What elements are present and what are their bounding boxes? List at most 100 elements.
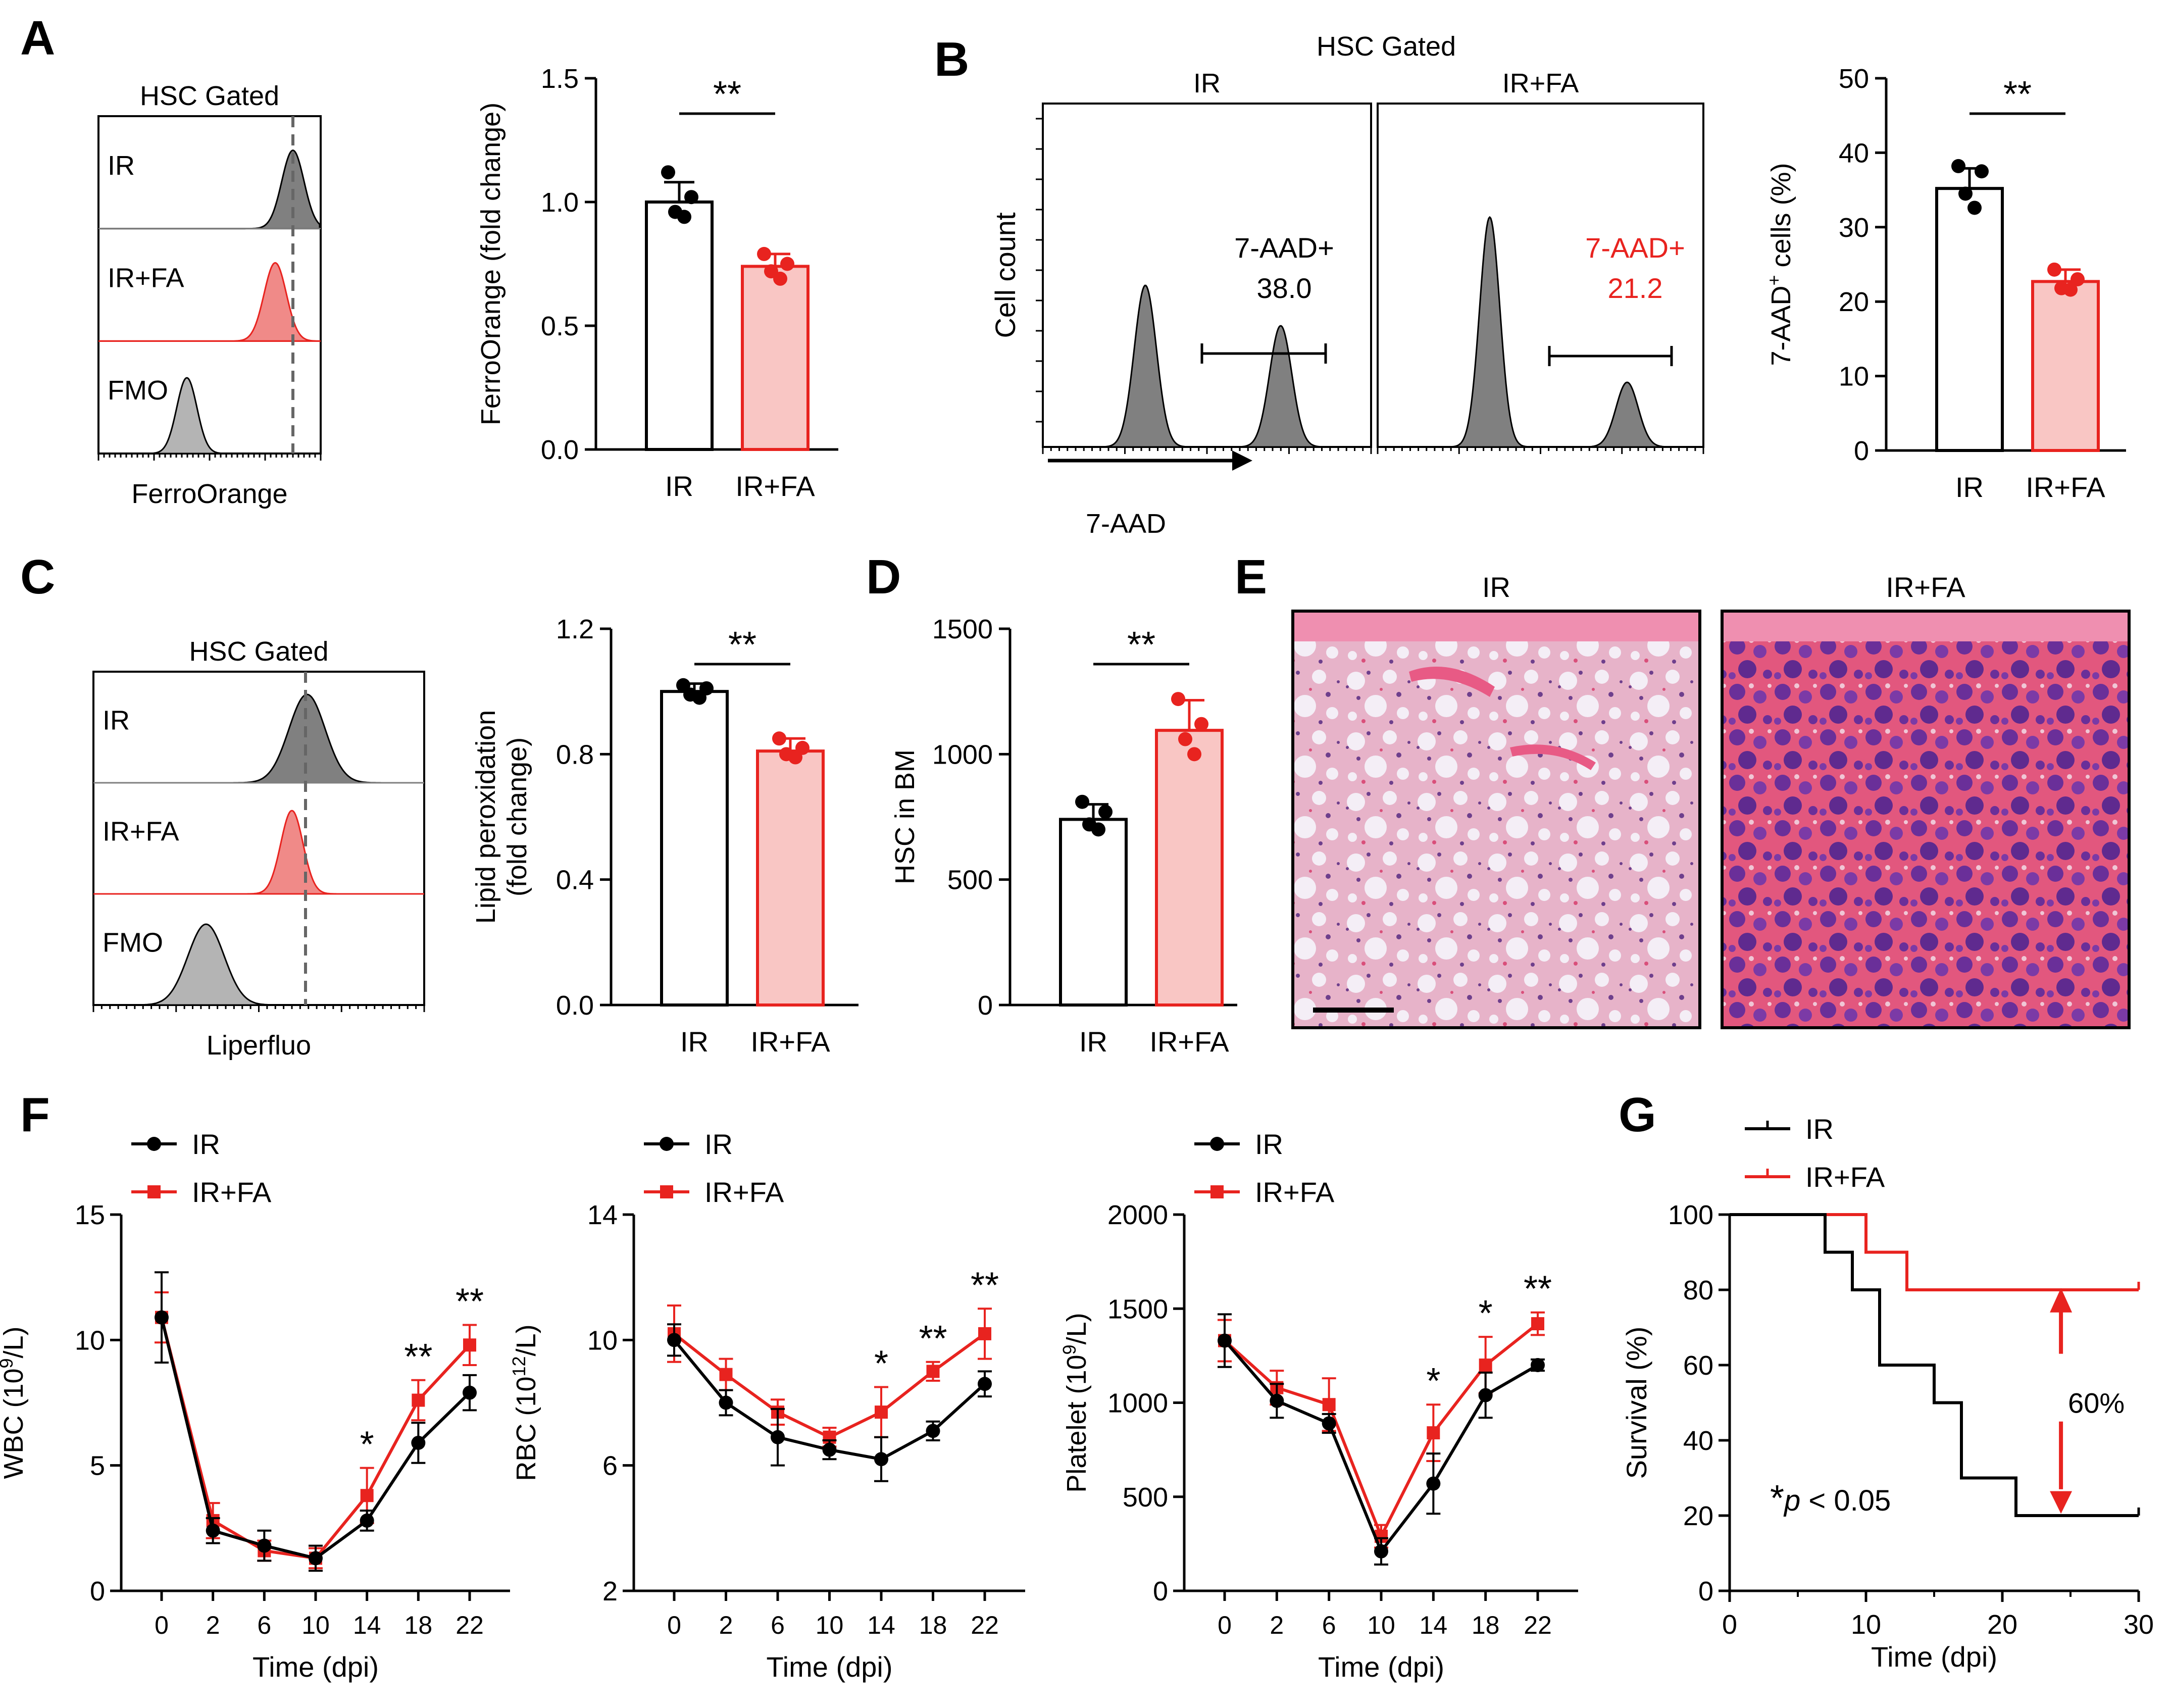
data-point-ir [1270,1393,1284,1408]
data-point [2063,282,2078,297]
histogram-ir [94,693,423,784]
y-tick-label: 1.0 [541,187,579,218]
y-tick-label: 1500 [932,614,993,644]
significance-label: ** [1127,625,1155,665]
histogram-ir-fa [1379,216,1702,448]
data-point-ir [1426,1476,1441,1491]
legend-marker [660,1137,674,1151]
y-tick-label: 0 [978,990,993,1021]
legend-label: IR [1255,1128,1283,1160]
bar-ir-fa [756,749,825,1007]
flow-frame [1042,103,1372,448]
x-axis-label: Time (dpi) [253,1651,379,1683]
y-tick-label: 15 [75,1200,105,1230]
data-point-ir [667,1333,681,1347]
data-point [677,210,691,224]
line-chart-F2: 2 6 10 14 0 2 6 10 14 18 22 Time (dpi) RBC (1012/L) *… [509,1128,1025,1683]
flow-row-label: FMO [103,927,163,958]
panel-label-B: B [934,32,969,86]
y-tick-label: 0.0 [556,990,594,1021]
x-tick-label: 22 [456,1611,484,1639]
bar-ir-fa [2031,280,2100,452]
series-line-ir-fa [1223,1322,1539,1540]
data-point-ir-fa [875,1405,888,1419]
gate-value-ir-fa: 21.2 [1608,272,1663,304]
y-tick-label: 0.4 [556,865,594,895]
data-point-ir [1478,1388,1493,1402]
y-axis-label: (fold change) [502,737,532,896]
y-tick-label: 1000 [932,739,993,770]
data-point [773,271,787,286]
y-tick-label: 0.8 [556,739,594,770]
y-tick-label: 20 [1683,1501,1713,1531]
bar-chart-C: 0.0 0.4 0.8 1.2 IR IR+FA ** Lipid peroxidation(… [471,614,859,1058]
panel-label-F: F [20,1088,50,1142]
y-tick-label: 6 [602,1451,618,1481]
data-point-ir-fa [412,1393,425,1407]
data-point-ir [1218,1333,1232,1348]
data-point-ir-fa [719,1368,733,1381]
difference-label: 60% [2068,1387,2125,1419]
y-tick-label: 20 [1839,287,1869,317]
histology-title: IR [1482,571,1510,603]
data-point-ir [978,1377,992,1391]
data-point [692,690,706,705]
legend-marker [147,1185,161,1198]
x-tick-label: 14 [1420,1611,1448,1639]
data-point [2071,272,2085,286]
x-tick-label: 30 [2124,1610,2154,1640]
x-tick-label: 0 [1218,1611,1232,1639]
data-point [1075,794,1089,809]
bar-ir-fa [741,265,810,451]
panel-label-E: E [1235,550,1267,604]
data-point-ir-fa [463,1338,476,1352]
p-value-label: *p < 0.05 [1770,1478,1891,1519]
y-tick-label: 60 [1683,1350,1713,1381]
bar-chart-A: 0.0 0.5 1.0 1.5 IR IR+FA ** FerroOrange (fold c… [476,64,838,502]
y-tick-label: 40 [1839,138,1869,168]
significance-label: ** [2003,74,2032,115]
legend-label: IR+FA [1255,1176,1335,1208]
histology-image-ir-fa [1722,611,2129,1028]
x-tick-label: 6 [771,1611,785,1639]
panel-label-B: B [934,32,969,86]
arrow-up-icon [2050,1288,2073,1313]
y-tick-label: 1.5 [541,64,579,94]
bar-chart-D: 0 500 1000 1500 IR IR+FA ** HSC in BM [890,614,1237,1058]
x-tick-label: 10 [816,1611,844,1639]
data-point-ir [411,1435,426,1450]
bar-chart-B: 0 10 20 30 40 50 IR IR+FA ** 7-AAD+ cells (%) [1763,64,2126,503]
data-point-ir [463,1385,477,1400]
y-tick-label: 1000 [1107,1388,1168,1419]
y-tick-label: 1500 [1107,1294,1168,1324]
x-axis-label: Time (dpi) [767,1651,893,1683]
legend-label: IR [192,1128,220,1160]
x-tick-label: IR+FA [735,470,815,502]
y-axis-label: Lipid peroxidation [471,710,501,924]
histology-frame [1721,610,2131,1029]
panel-label-G: G [1619,1088,1656,1142]
legend-label: IR+FA [704,1176,784,1208]
y-axis-label: Survival (%) [1621,1327,1652,1479]
legend-marker [1210,1185,1224,1198]
data-point-ir [309,1551,323,1566]
significance-label: * [1426,1361,1440,1401]
histogram-fmo [94,923,423,1006]
data-point-ir [822,1442,837,1457]
data-point-ir [155,1310,169,1325]
x-tick-label: 2 [719,1611,733,1639]
flow-title: HSC Gated [189,636,328,667]
arrow-down-icon [2050,1491,2073,1514]
data-point-ir [360,1513,374,1528]
legend-marker [1210,1137,1224,1151]
significance-label: ** [728,625,756,665]
data-point-ir-fa [1322,1398,1336,1412]
histology-frame [1291,610,1701,1029]
histology-image-ir [1293,611,1700,1028]
data-point-ir [1322,1416,1336,1431]
y-axis-label: 7-AAD+ cells (%) [1763,163,1797,366]
x-tick-label: 10 [301,1611,330,1639]
data-point-ir-fa [1531,1317,1544,1331]
y-axis-label: WBC (109/L) [0,1326,29,1479]
